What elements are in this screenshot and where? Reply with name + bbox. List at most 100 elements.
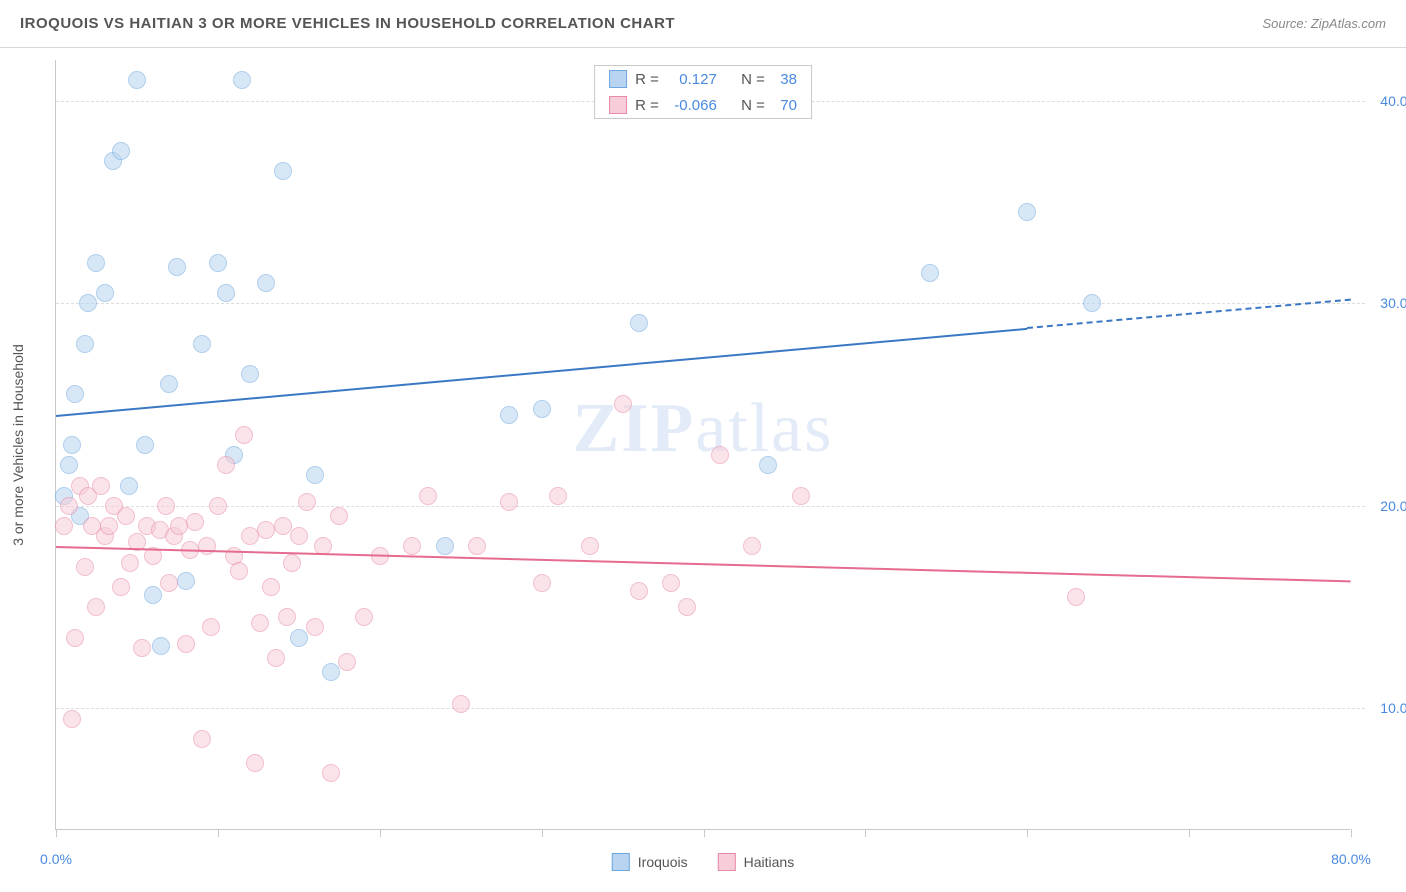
scatter-point	[87, 254, 105, 272]
x-tick	[218, 829, 219, 837]
scatter-point	[209, 497, 227, 515]
bottom-legend-item: Iroquois	[612, 853, 688, 871]
y-tick-label: 20.0%	[1360, 498, 1406, 514]
scatter-point	[711, 446, 729, 464]
legend-swatch	[612, 853, 630, 871]
n-label: N =	[741, 71, 765, 88]
x-tick	[1189, 829, 1190, 837]
legend-label: Iroquois	[638, 854, 688, 870]
scatter-point	[290, 527, 308, 545]
scatter-point	[66, 385, 84, 403]
scatter-point	[403, 537, 421, 555]
scatter-point	[112, 578, 130, 596]
scatter-point	[330, 507, 348, 525]
scatter-point	[60, 456, 78, 474]
chart-title: IROQUOIS VS HAITIAN 3 OR MORE VEHICLES I…	[20, 15, 675, 32]
legend-swatch	[609, 70, 627, 88]
x-tick	[542, 829, 543, 837]
scatter-point	[274, 162, 292, 180]
scatter-point	[76, 335, 94, 353]
scatter-point	[581, 537, 599, 555]
source-attribution: Source: ZipAtlas.com	[1262, 16, 1386, 31]
r-value: 0.127	[667, 71, 717, 88]
y-axis-label: 3 or more Vehicles in Household	[10, 344, 26, 546]
scatter-point	[136, 436, 154, 454]
x-tick-label: 0.0%	[40, 851, 72, 867]
legend-stats-row: R =-0.066 N = 70	[595, 92, 811, 118]
legend-stats-row: R = 0.127 N = 38	[595, 66, 811, 92]
scatter-point	[355, 608, 373, 626]
scatter-point	[233, 71, 251, 89]
legend-stats-box: R = 0.127 N = 38 R =-0.066 N = 70	[594, 65, 812, 119]
gridline	[56, 303, 1365, 304]
scatter-point	[500, 406, 518, 424]
scatter-point	[743, 537, 761, 555]
scatter-point	[87, 598, 105, 616]
scatter-point	[168, 258, 186, 276]
scatter-point	[452, 695, 470, 713]
scatter-point	[160, 375, 178, 393]
scatter-point	[63, 710, 81, 728]
scatter-point	[209, 254, 227, 272]
n-value: 38	[773, 71, 797, 88]
x-tick	[380, 829, 381, 837]
scatter-point	[533, 574, 551, 592]
scatter-point	[759, 456, 777, 474]
r-label: R =	[635, 71, 659, 88]
scatter-point	[160, 574, 178, 592]
scatter-point	[117, 507, 135, 525]
gridline	[56, 506, 1365, 507]
header-bar: IROQUOIS VS HAITIAN 3 OR MORE VEHICLES I…	[0, 0, 1406, 48]
n-label: N =	[741, 97, 765, 114]
watermark-zip: ZIP	[573, 390, 696, 467]
scatter-point	[66, 629, 84, 647]
scatter-point	[241, 365, 259, 383]
scatter-point	[262, 578, 280, 596]
scatter-point	[436, 537, 454, 555]
scatter-point	[76, 558, 94, 576]
legend-label: Haitians	[744, 854, 795, 870]
scatter-point	[257, 274, 275, 292]
scatter-point	[133, 639, 151, 657]
r-label: R =	[635, 97, 659, 114]
scatter-point	[1067, 588, 1085, 606]
scatter-point	[298, 493, 316, 511]
scatter-point	[283, 554, 301, 572]
scatter-point	[678, 598, 696, 616]
scatter-point	[193, 730, 211, 748]
scatter-point	[79, 294, 97, 312]
x-tick	[704, 829, 705, 837]
x-tick	[1351, 829, 1352, 837]
scatter-point	[533, 400, 551, 418]
scatter-point	[419, 487, 437, 505]
scatter-point	[100, 517, 118, 535]
scatter-plot-area: ZIPatlas 3 or more Vehicles in Household…	[55, 60, 1350, 830]
scatter-point	[193, 335, 211, 353]
scatter-point	[549, 487, 567, 505]
source-name: ZipAtlas.com	[1311, 16, 1386, 31]
bottom-legend-item: Haitians	[718, 853, 795, 871]
scatter-point	[112, 142, 130, 160]
x-tick	[1027, 829, 1028, 837]
scatter-point	[1083, 294, 1101, 312]
scatter-point	[322, 663, 340, 681]
scatter-point	[198, 537, 216, 555]
source-prefix: Source:	[1262, 16, 1310, 31]
scatter-point	[1018, 203, 1036, 221]
scatter-point	[144, 586, 162, 604]
scatter-point	[251, 614, 269, 632]
scatter-point	[306, 618, 324, 636]
scatter-point	[157, 497, 175, 515]
x-tick	[56, 829, 57, 837]
legend-swatch	[609, 96, 627, 114]
scatter-point	[306, 466, 324, 484]
scatter-point	[500, 493, 518, 511]
y-tick-label: 40.0%	[1360, 93, 1406, 109]
scatter-point	[322, 764, 340, 782]
scatter-point	[267, 649, 285, 667]
scatter-point	[177, 635, 195, 653]
scatter-point	[92, 477, 110, 495]
gridline	[56, 708, 1365, 709]
trend-line	[56, 546, 1351, 582]
n-value: 70	[773, 97, 797, 114]
